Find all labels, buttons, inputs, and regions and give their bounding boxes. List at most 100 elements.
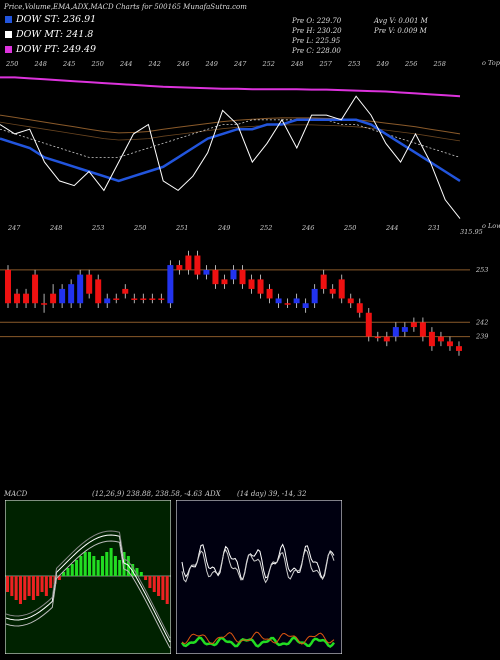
candle-body xyxy=(392,327,399,337)
ohlc-open: Pre O: 229.70 xyxy=(292,17,342,25)
macd-hist-bar xyxy=(118,560,122,576)
pre-volume: Pre V: 0.009 M xyxy=(374,27,427,35)
ema-mt-line xyxy=(0,119,461,158)
macd-line xyxy=(5,534,171,643)
bottom-label: 252 xyxy=(259,224,272,232)
adx-signal-line xyxy=(181,631,335,645)
candle-body xyxy=(95,279,102,304)
candle-body xyxy=(320,274,327,289)
macd-hist-bar xyxy=(83,552,87,576)
candle-body xyxy=(131,298,138,300)
top-label: 249 xyxy=(376,60,389,68)
candle-body xyxy=(59,288,66,304)
price-tick-label: 253 xyxy=(475,266,488,274)
top-label: 245 xyxy=(62,60,75,68)
top-label: 244 xyxy=(119,60,132,68)
candle-body xyxy=(365,312,372,337)
legend-label-pt: DOW PT: 249.49 xyxy=(16,44,97,55)
macd-hist-bar xyxy=(27,576,31,596)
top-label: 256 xyxy=(404,60,417,68)
candle-body xyxy=(446,341,453,347)
candle-body xyxy=(122,288,129,294)
legend-swatch-mt-icon xyxy=(5,31,12,38)
macd-hist-bar xyxy=(57,576,61,580)
macd-hist-bar xyxy=(49,576,53,588)
candle-body xyxy=(5,269,11,304)
macd-signal-line xyxy=(5,540,171,649)
adx-params: (14 day) 39, -14, 32 xyxy=(237,490,307,498)
ohlc-low: Pre L: 225.95 xyxy=(292,37,341,45)
candle-body xyxy=(113,298,120,300)
candle-body xyxy=(248,279,255,289)
candle-body xyxy=(356,303,363,313)
candle-body xyxy=(275,298,282,304)
bottom-label: 247 xyxy=(7,224,21,232)
candle-body xyxy=(257,279,264,294)
chart-title: Price,Volume,EMA,ADX,MACD Charts for 500… xyxy=(4,3,247,11)
candle-body xyxy=(194,255,201,275)
last-value-label: 315.95 xyxy=(460,228,483,236)
macd-hist-bar xyxy=(14,576,18,600)
macd-hist-bar xyxy=(113,556,117,576)
macd-chart xyxy=(5,500,171,654)
candle-body xyxy=(23,293,30,304)
macd-hist-bar xyxy=(79,556,83,576)
candle-body xyxy=(86,274,93,294)
macd-hist-bar xyxy=(100,556,104,576)
bottom-label: 250 xyxy=(133,224,146,232)
candle-body xyxy=(383,336,390,342)
legend-label-mt: DOW MT: 241.8 xyxy=(16,29,94,40)
candle-body xyxy=(239,269,246,285)
candle-body xyxy=(158,298,165,300)
candle-body xyxy=(149,298,156,300)
candle-body xyxy=(302,303,309,308)
macd-hist-bar xyxy=(152,576,156,592)
macd-hist-bar xyxy=(131,564,135,576)
candle-body xyxy=(185,255,192,270)
macd-hist-bar xyxy=(66,568,70,576)
legend-label-st: DOW ST: 236.91 xyxy=(16,14,97,25)
candle-body xyxy=(230,269,237,280)
candle-body xyxy=(167,265,174,304)
adx-minus-di-line xyxy=(180,636,335,648)
candle-body xyxy=(266,288,273,299)
candle-body xyxy=(221,279,228,285)
top-label: 253 xyxy=(347,60,360,68)
macd-params: (12,26,9) 238.88, 238.58, -4.63 xyxy=(92,490,203,498)
ema-brown-line-2 xyxy=(0,121,461,142)
macd-hist-bar xyxy=(139,572,143,576)
ema-brown-line xyxy=(0,114,461,135)
macd-hist-bar xyxy=(88,552,92,576)
legend-swatch-pt-icon xyxy=(5,46,12,53)
macd-hist-bar xyxy=(31,576,35,600)
candle-body xyxy=(410,322,417,328)
macd-extra-line xyxy=(5,530,171,639)
adx-chart xyxy=(176,500,342,654)
top-label: 246 xyxy=(176,60,189,68)
candle-body xyxy=(437,336,444,342)
macd-hist-bar xyxy=(148,576,152,588)
macd-hist-bar xyxy=(36,576,40,596)
macd-label: MACD xyxy=(4,490,28,498)
macd-hist-bar xyxy=(92,556,96,576)
candle-body xyxy=(329,288,336,294)
candle-body xyxy=(176,265,183,270)
top-label: 250 xyxy=(5,60,18,68)
candle-body xyxy=(347,298,354,304)
candle-body xyxy=(419,322,426,337)
macd-hist-bar xyxy=(6,576,10,592)
legend-dow-pt: DOW PT: 249.49 xyxy=(5,44,96,55)
top-label: 249 xyxy=(205,60,218,68)
macd-hist-bar xyxy=(144,576,148,580)
macd-hist-bar xyxy=(23,576,27,600)
macd-hist-bar xyxy=(75,560,79,576)
top-label: 252 xyxy=(262,60,275,68)
macd-hist-bar xyxy=(122,552,126,576)
macd-hist-bar xyxy=(165,576,169,604)
price-tick-label: 242 xyxy=(475,318,488,326)
candle-body xyxy=(311,288,318,304)
legend-dow-mt: DOW MT: 241.8 xyxy=(5,29,93,40)
macd-hist-bar xyxy=(18,576,22,604)
candle-body xyxy=(428,331,435,347)
bottom-label: 231 xyxy=(427,224,440,232)
